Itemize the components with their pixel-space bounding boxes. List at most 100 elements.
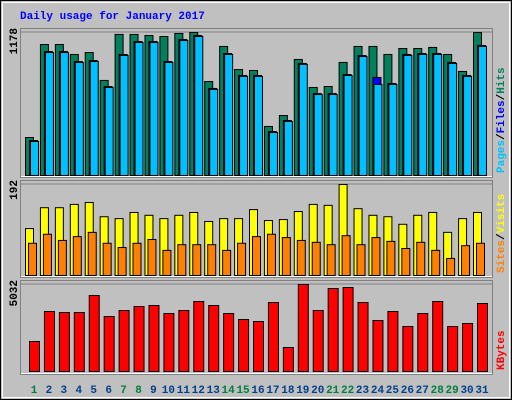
bar [254,75,263,176]
bar [433,53,443,176]
x-tick-label: 5 [90,385,97,397]
bar [462,323,474,372]
bar [57,239,67,276]
bar [403,54,413,176]
bar [164,61,174,176]
bar [192,244,202,276]
bar [327,287,339,372]
chart-title: Daily usage for January 2017 [20,11,205,23]
bar [267,301,279,372]
y-tick-label: 192 [9,180,21,200]
bar [478,45,487,177]
x-tick-label: 27 [416,385,429,397]
bar [104,86,114,176]
x-tick-label: 29 [446,385,459,397]
bar [358,56,368,176]
bar [72,236,82,277]
bar [298,63,308,176]
bar [119,54,129,176]
bar [372,319,384,373]
bar [268,132,278,176]
bar [239,75,249,176]
x-tick-label: 4 [75,385,82,397]
x-tick-label: 8 [135,385,142,397]
legend-entry: Files [496,100,508,133]
legend-separator: / [496,93,508,100]
bar [74,61,84,176]
x-tick-label: 21 [326,385,340,397]
bar [132,242,142,276]
bar [401,247,411,276]
x-tick-label: 30 [460,385,473,397]
bar [342,287,354,372]
legend-entry: Pages [496,140,508,173]
legend: Pages/Files/Hits [496,67,508,173]
bar [147,238,157,277]
bar [313,94,323,176]
x-tick-label: 19 [296,385,309,397]
bar [402,325,414,372]
x-tick-label: 13 [207,385,221,397]
legend-entry: KBytes [496,330,508,370]
legend: Sites/Visits [496,194,508,273]
bar [371,237,381,276]
bar [386,240,396,276]
bar [238,319,250,372]
bar [356,244,366,276]
bar [446,257,456,276]
bar [282,347,294,372]
bar [387,311,399,372]
bar [224,53,234,176]
x-tick-label: 15 [236,385,250,397]
bar [163,313,175,373]
y-tick-label: 5032 [9,280,21,306]
x-tick-label: 10 [162,385,175,397]
x-tick-label: 25 [386,385,400,397]
bar [44,52,54,177]
legend-separator: / [496,233,508,240]
bar [103,316,115,373]
bar [207,244,217,276]
x-tick-label: 28 [431,385,445,397]
x-tick-label: 3 [61,385,68,397]
bar [253,320,264,372]
x-tick-label: 20 [311,385,324,397]
bar [417,313,429,373]
bar [373,83,383,176]
x-tick-label: 18 [281,385,295,397]
bar [312,310,324,372]
bar [223,313,235,373]
legend-entry: Visits [496,194,508,234]
legend-entry: Hits [496,67,508,93]
bar [209,88,219,176]
bar [266,233,276,276]
bar [42,233,52,276]
bar [149,41,159,176]
x-tick-label: 24 [371,385,385,397]
x-tick-label: 9 [150,385,157,397]
bar [208,305,220,372]
bar [296,239,306,276]
bar [148,305,160,372]
x-tick-label: 7 [120,385,127,397]
bar [447,325,459,372]
bar [134,41,144,176]
bar [30,141,39,177]
bar [343,74,353,176]
bar [73,312,85,373]
legend: KBytes [496,330,508,370]
bar [29,341,40,373]
legend-entry: Sites [496,240,508,273]
x-tick-label: 16 [251,385,264,397]
legend-separator: / [496,133,508,140]
x-tick-label: 17 [266,385,279,397]
x-tick-label: 26 [401,385,414,397]
x-tick-label: 2 [46,385,53,397]
bar [133,306,145,372]
bar [222,249,232,276]
bar [281,237,291,276]
bar [179,40,189,176]
